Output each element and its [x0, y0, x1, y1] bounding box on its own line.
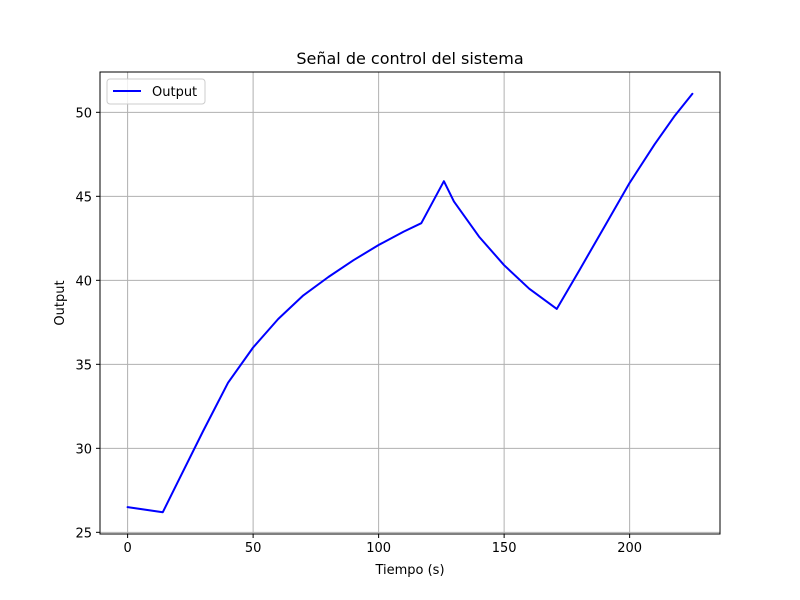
chart-title: Señal de control del sistema [296, 49, 523, 68]
series-layer [126, 92, 694, 514]
x-tick-label: 50 [245, 541, 262, 556]
x-tick-label: 150 [492, 541, 517, 556]
legend-box [106, 78, 206, 105]
x-axis-label: Tiempo (s) [374, 563, 444, 578]
y-tick-label: 25 [75, 526, 92, 541]
plot-frame [99, 71, 721, 535]
x-tick-label: 0 [123, 541, 131, 556]
y-tick-label: 45 [75, 190, 92, 205]
y-tick-label: 40 [75, 274, 92, 289]
legend: Output [106, 78, 206, 105]
y-tick-label: 50 [75, 106, 92, 121]
legend-label: Output [152, 85, 197, 100]
y-tick-label: 35 [75, 358, 92, 373]
x-tick-label: 100 [366, 541, 391, 556]
x-tick-label: 200 [617, 541, 642, 556]
grid [100, 72, 720, 534]
series-line-output [126, 92, 694, 514]
y-tick-label: 30 [75, 442, 92, 457]
y-axis-label: Output [53, 280, 68, 325]
ticks: 0 50 100 150 200 25 30 35 40 45 50 [75, 106, 642, 556]
